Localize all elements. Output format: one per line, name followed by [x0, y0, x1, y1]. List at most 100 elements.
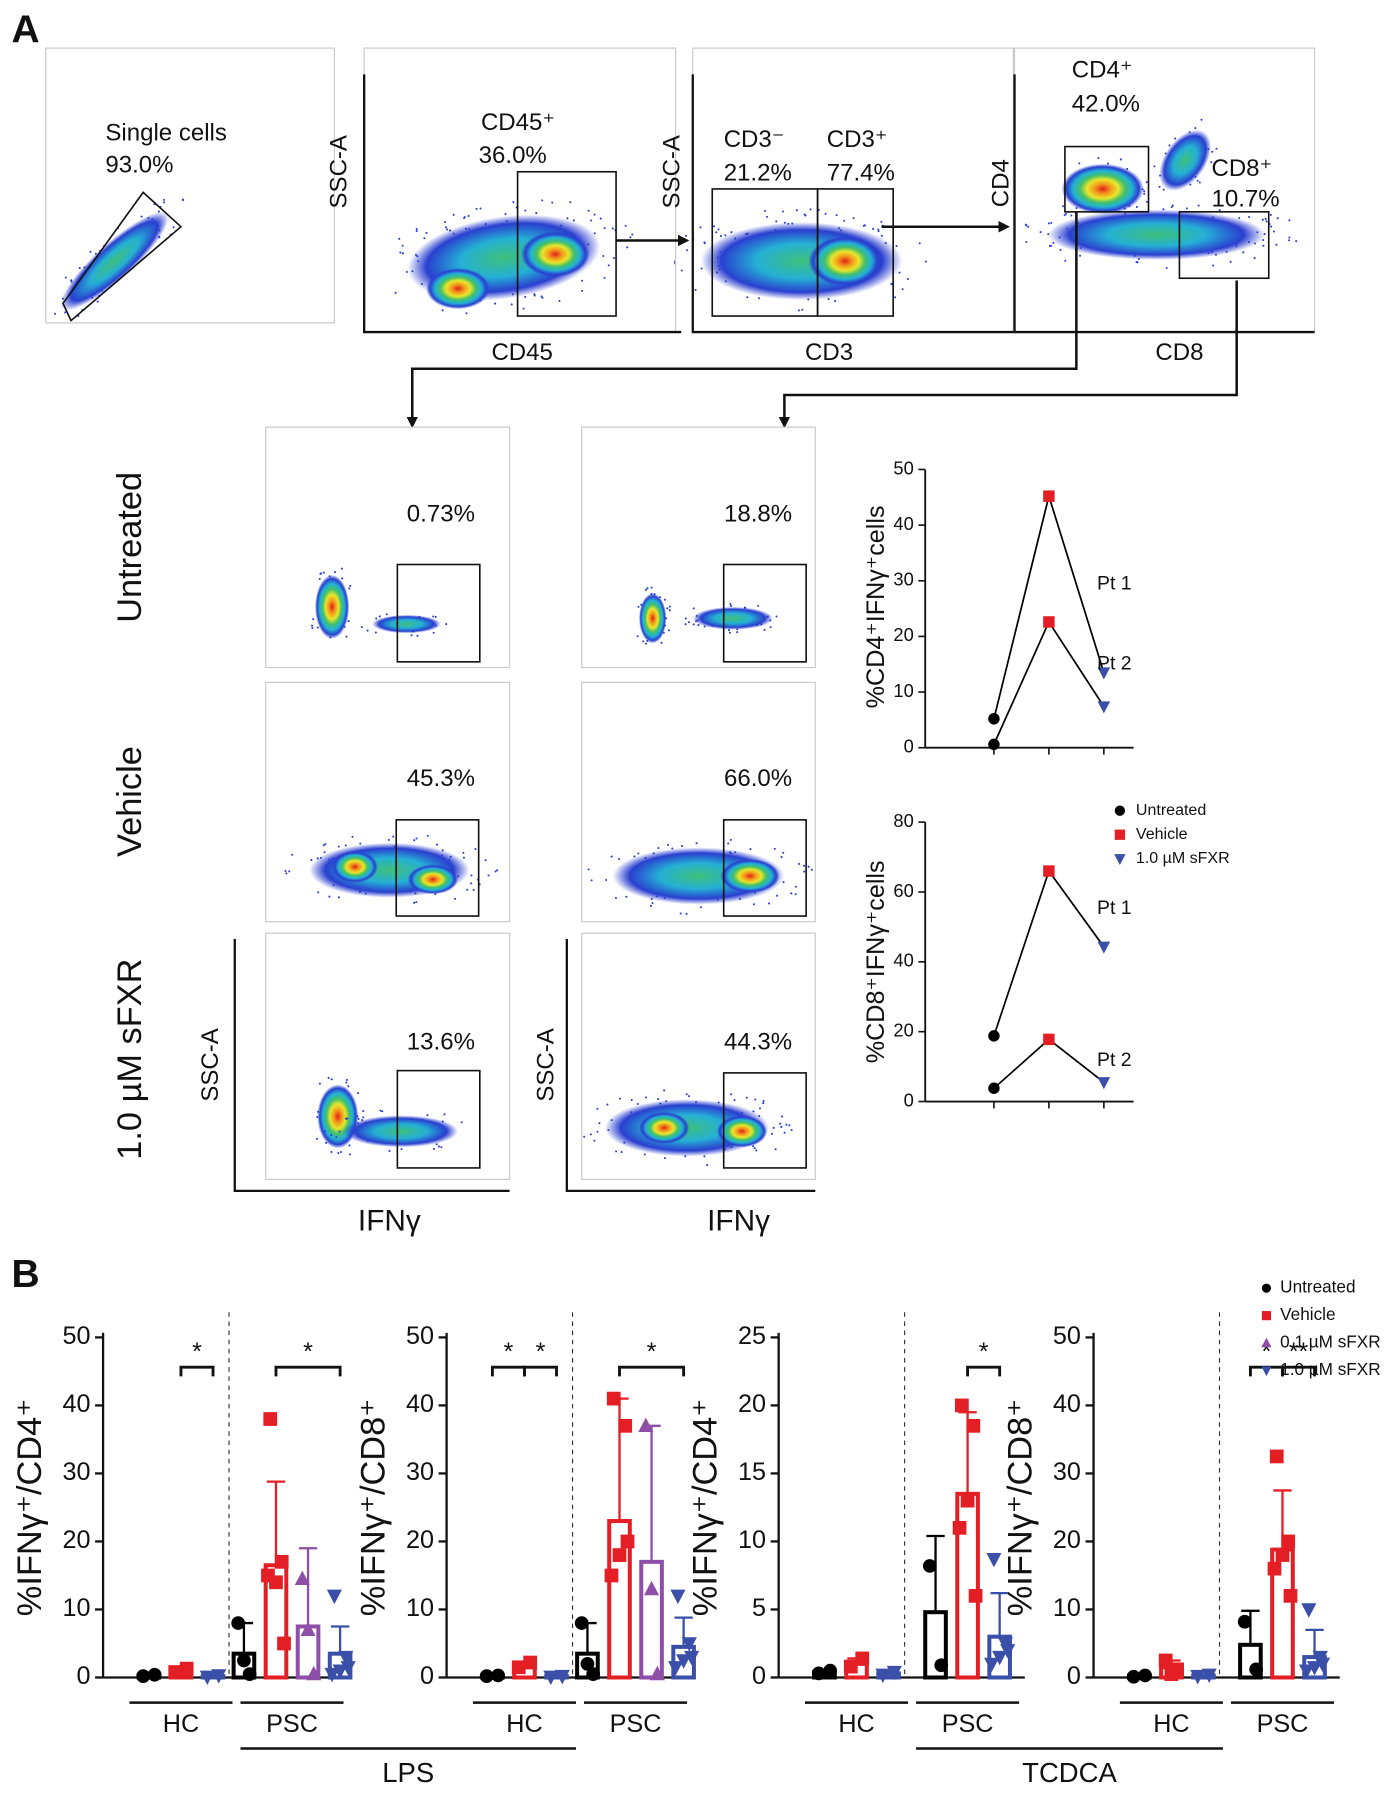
- event-dot: [284, 870, 287, 873]
- legend-label: Vehicle: [1280, 1304, 1335, 1324]
- arrow: [778, 280, 1238, 429]
- event-dot: [1146, 200, 1149, 203]
- data-point: [988, 1030, 1000, 1042]
- gate: [396, 563, 481, 663]
- event-dot: [452, 213, 455, 216]
- event-dot: [1275, 243, 1278, 246]
- event-dot: [663, 1157, 666, 1160]
- event-dot: [1264, 217, 1267, 220]
- density: [1047, 209, 1266, 260]
- event-dot: [474, 848, 477, 851]
- event-dot: [667, 629, 671, 632]
- y-axis-label: %IFNγ⁺/CD8⁺: [1002, 1399, 1040, 1617]
- data-point: [988, 1082, 1000, 1094]
- event-dot: [730, 231, 733, 234]
- event-dot: [1170, 205, 1173, 209]
- plot-frame: [265, 426, 511, 669]
- event-dot: [1145, 181, 1148, 184]
- data-point: [211, 1669, 227, 1684]
- data-point: [954, 1398, 969, 1413]
- event-dot: [680, 844, 684, 847]
- event-dot: [415, 901, 418, 904]
- event-dot: [1295, 240, 1298, 243]
- data-point: [586, 1667, 601, 1681]
- gate-percent: 77.4%: [827, 159, 895, 186]
- event-dot: [348, 587, 351, 590]
- data-point: [986, 1552, 1002, 1568]
- x-axis-label: IFNγ: [707, 1205, 770, 1238]
- y-axis-label: SSC-A: [325, 135, 352, 208]
- y-tick-label: 40: [1053, 1390, 1081, 1418]
- event-dot: [788, 1124, 791, 1127]
- event-dot: [754, 1098, 757, 1101]
- event-dot: [614, 896, 617, 900]
- event-dot: [1265, 220, 1268, 223]
- event-dot: [1185, 207, 1188, 210]
- event-dot: [790, 892, 793, 895]
- event-dot: [715, 231, 718, 234]
- event-dot: [757, 297, 760, 300]
- error-bar: [642, 1424, 661, 1562]
- data-point: [1275, 1548, 1290, 1562]
- y-tick-label: 20: [406, 1526, 434, 1554]
- event-dot: [758, 1107, 762, 1110]
- y-axis-label: %IFNγ⁺/CD4⁺: [11, 1399, 49, 1617]
- event-dot: [1288, 239, 1291, 242]
- event-dot: [763, 628, 766, 631]
- data-point: [1164, 1667, 1179, 1681]
- data-point: [966, 1418, 981, 1433]
- event-dot: [540, 295, 543, 298]
- axes: [1013, 74, 1315, 334]
- event-dot: [378, 615, 381, 618]
- data-point: [511, 1660, 526, 1675]
- event-dot: [752, 903, 755, 906]
- plot-frame: [581, 426, 816, 669]
- density: [314, 574, 350, 639]
- event-dot: [797, 309, 800, 312]
- event-dot: [444, 226, 447, 229]
- event-dot: [425, 231, 428, 234]
- event-dot: [642, 640, 645, 643]
- data-point: [886, 1665, 902, 1681]
- data-point: [606, 1391, 621, 1406]
- event-dot: [479, 207, 482, 210]
- y-tick-label: 30: [1053, 1458, 1081, 1486]
- event-dot: [794, 893, 797, 896]
- event-dot: [692, 623, 695, 626]
- density: [343, 1115, 459, 1148]
- event-dot: [374, 631, 377, 634]
- data-point: [984, 1657, 1000, 1673]
- event-dot: [512, 201, 515, 204]
- event-dot: [749, 848, 752, 851]
- data-point: [992, 1650, 1008, 1666]
- event-dot: [1229, 260, 1232, 263]
- event-dot: [668, 609, 671, 612]
- arrow: [406, 211, 1078, 429]
- significance-bracket: [179, 1365, 215, 1377]
- gate-percent: 18.8%: [724, 501, 792, 528]
- event-dot: [340, 567, 343, 570]
- event-dot: [644, 1096, 648, 1099]
- x-axis-label: CD45: [491, 339, 552, 366]
- y-axis-label: SSC-A: [533, 1028, 560, 1101]
- legend-label: Untreated: [1136, 801, 1206, 819]
- gate-percent: 10.7%: [1211, 186, 1279, 213]
- series-label: Pt 2: [1097, 1049, 1132, 1071]
- x-axis-label: CD3: [805, 339, 853, 366]
- event-dot: [863, 224, 867, 227]
- event-dot: [1079, 254, 1082, 257]
- data-point: [1249, 1662, 1264, 1677]
- event-dot: [385, 613, 388, 616]
- event-dot: [1050, 244, 1053, 247]
- event-dot: [323, 851, 326, 854]
- data-point: [1097, 667, 1111, 680]
- event-dot: [1253, 257, 1256, 260]
- event-dot: [1272, 230, 1275, 233]
- legend-label: Untreated: [1280, 1277, 1355, 1297]
- event-dot: [487, 874, 490, 877]
- gate: [62, 191, 183, 322]
- significance-bracket: [523, 1365, 558, 1377]
- event-dot: [432, 615, 435, 618]
- event-dot: [757, 604, 760, 607]
- y-axis-label: %IFNγ⁺/CD8⁺: [355, 1399, 393, 1617]
